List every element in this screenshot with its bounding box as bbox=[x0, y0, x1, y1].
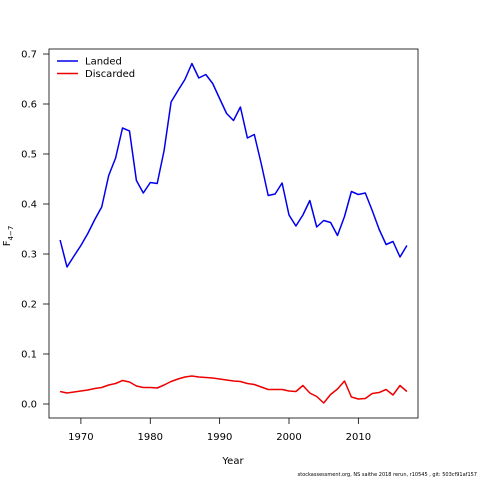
legend-label-discarded: Discarded bbox=[85, 69, 135, 80]
y-tick-label: 0.1 bbox=[21, 350, 37, 361]
y-tick-label: 0.0 bbox=[21, 400, 37, 411]
y-tick-label: 0.5 bbox=[21, 150, 37, 161]
y-axis: 0.0 0.1 0.2 0.3 0.4 0.5 0.6 0.7 bbox=[21, 50, 49, 411]
x-tick-label: 2000 bbox=[276, 432, 301, 443]
x-tick-label: 1970 bbox=[68, 432, 93, 443]
x-axis-label: Year bbox=[221, 456, 244, 467]
y-tick-label: 0.7 bbox=[21, 50, 37, 61]
y-tick-label: 0.6 bbox=[21, 100, 37, 111]
plot-frame bbox=[48, 48, 419, 419]
plot-border bbox=[48, 48, 419, 419]
x-tick-label: 1990 bbox=[207, 432, 232, 443]
y-tick-label: 0.4 bbox=[21, 200, 37, 211]
y-axis-label-main: F bbox=[2, 240, 13, 246]
footer-note: stockassessment.org, NS saithe 2018 reru… bbox=[297, 472, 477, 478]
x-tick-label: 2010 bbox=[346, 432, 371, 443]
series-line-landed bbox=[59, 62, 408, 268]
y-tick-label: 0.3 bbox=[21, 250, 37, 261]
series-layer bbox=[59, 62, 408, 404]
y-tick-label: 0.2 bbox=[21, 300, 37, 311]
x-axis: 1970 1980 1990 2000 2010 bbox=[68, 418, 371, 443]
y-axis-label: F4−7 bbox=[2, 226, 15, 247]
series-line-discarded bbox=[59, 375, 408, 404]
y-axis-label-subscript: 4−7 bbox=[7, 226, 15, 241]
legend-label-landed: Landed bbox=[85, 57, 122, 68]
x-tick-label: 1980 bbox=[138, 432, 163, 443]
